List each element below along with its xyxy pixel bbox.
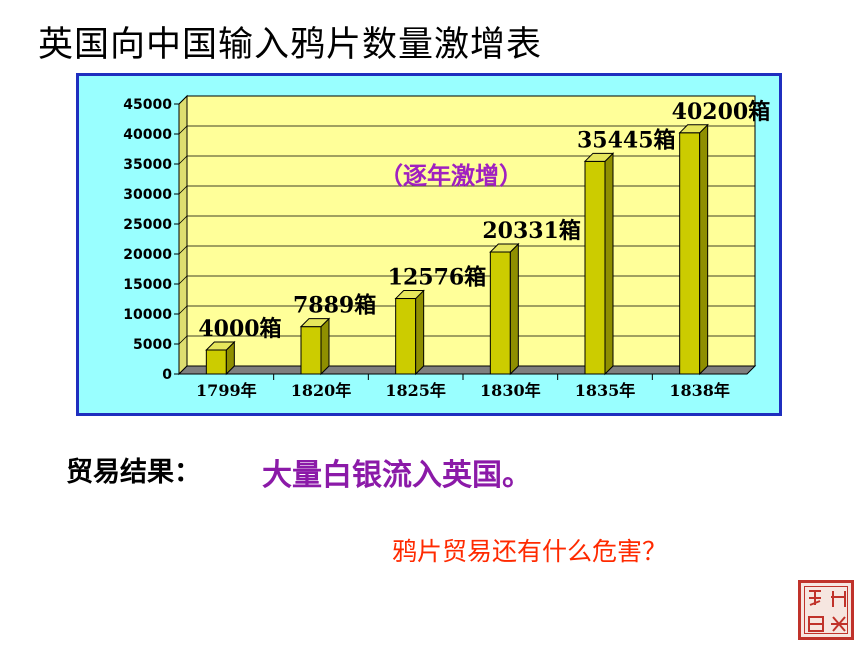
data-label: 7889箱 bbox=[293, 293, 376, 319]
bar-side bbox=[509, 242, 519, 376]
bar-top bbox=[583, 152, 615, 162]
data-label: 20331箱 bbox=[482, 218, 581, 244]
gridline-depth bbox=[178, 125, 188, 135]
y-tick-label: 45000 bbox=[123, 97, 172, 113]
y-tick-label: 35000 bbox=[123, 157, 172, 173]
bar-front bbox=[584, 160, 606, 375]
y-tick-label: 0 bbox=[162, 367, 172, 383]
bar-top bbox=[205, 341, 236, 351]
gridline-depth bbox=[178, 185, 188, 195]
bar-side bbox=[699, 123, 709, 376]
x-tick-label: 1825年 bbox=[385, 381, 446, 400]
gridline-depth bbox=[178, 245, 188, 255]
bar-front bbox=[489, 251, 511, 375]
data-label: 40200箱 bbox=[672, 99, 771, 125]
bar-top bbox=[678, 124, 709, 134]
plot-left-wall bbox=[178, 94, 188, 376]
seal-logo bbox=[798, 580, 854, 640]
y-tick-label: 15000 bbox=[123, 277, 172, 293]
bar-top bbox=[299, 318, 331, 328]
data-label: 35445箱 bbox=[577, 127, 676, 153]
x-tick-label: 1820年 bbox=[291, 381, 352, 400]
x-tick-label: 1830年 bbox=[480, 381, 541, 400]
y-tick-label: 25000 bbox=[123, 217, 172, 233]
bar-side bbox=[320, 317, 330, 376]
y-tick-label: 5000 bbox=[133, 337, 172, 353]
result-label: 贸易结果： bbox=[66, 457, 201, 488]
gridline-depth bbox=[178, 275, 188, 285]
bar-front bbox=[300, 326, 322, 375]
question-text: 鸦片贸易还有什么危害？ bbox=[392, 537, 668, 566]
bar-side bbox=[415, 289, 425, 376]
x-tick-label: 1799年 bbox=[196, 381, 257, 400]
plot-floor bbox=[177, 365, 757, 375]
gridline-depth bbox=[178, 215, 188, 225]
chart-annotation: （逐年激增） bbox=[379, 162, 523, 190]
gridline-depth bbox=[178, 95, 188, 105]
bar-front bbox=[205, 349, 227, 375]
bar-front bbox=[679, 132, 701, 375]
plot-background bbox=[186, 95, 756, 367]
gridline-depth bbox=[178, 305, 188, 315]
result-text: 大量白银流入英国。 bbox=[262, 458, 532, 493]
bar-side bbox=[604, 152, 614, 376]
gridline-depth bbox=[178, 155, 188, 165]
bar-chart: 0 5000 10000 15000 20000 25000 30000 35000 40000… bbox=[123, 94, 771, 400]
y-tick-label: 30000 bbox=[123, 187, 172, 203]
bar-front bbox=[395, 298, 417, 375]
page-title: 英国向中国输入鸦片数量激增表 bbox=[38, 25, 543, 65]
y-tick-label: 20000 bbox=[123, 247, 172, 263]
x-tick-label: 1838年 bbox=[669, 381, 730, 400]
bar-top bbox=[489, 243, 520, 253]
data-label: 12576箱 bbox=[388, 265, 487, 291]
data-label: 4000箱 bbox=[198, 316, 281, 342]
y-tick-label: 10000 bbox=[123, 307, 172, 323]
bar-top bbox=[394, 290, 425, 300]
chart-panel: 0 5000 10000 15000 20000 25000 30000 35000 40000… bbox=[76, 73, 782, 416]
gridline-depth bbox=[178, 335, 188, 345]
y-tick-label: 40000 bbox=[123, 127, 172, 143]
x-tick-label: 1835年 bbox=[575, 381, 636, 400]
